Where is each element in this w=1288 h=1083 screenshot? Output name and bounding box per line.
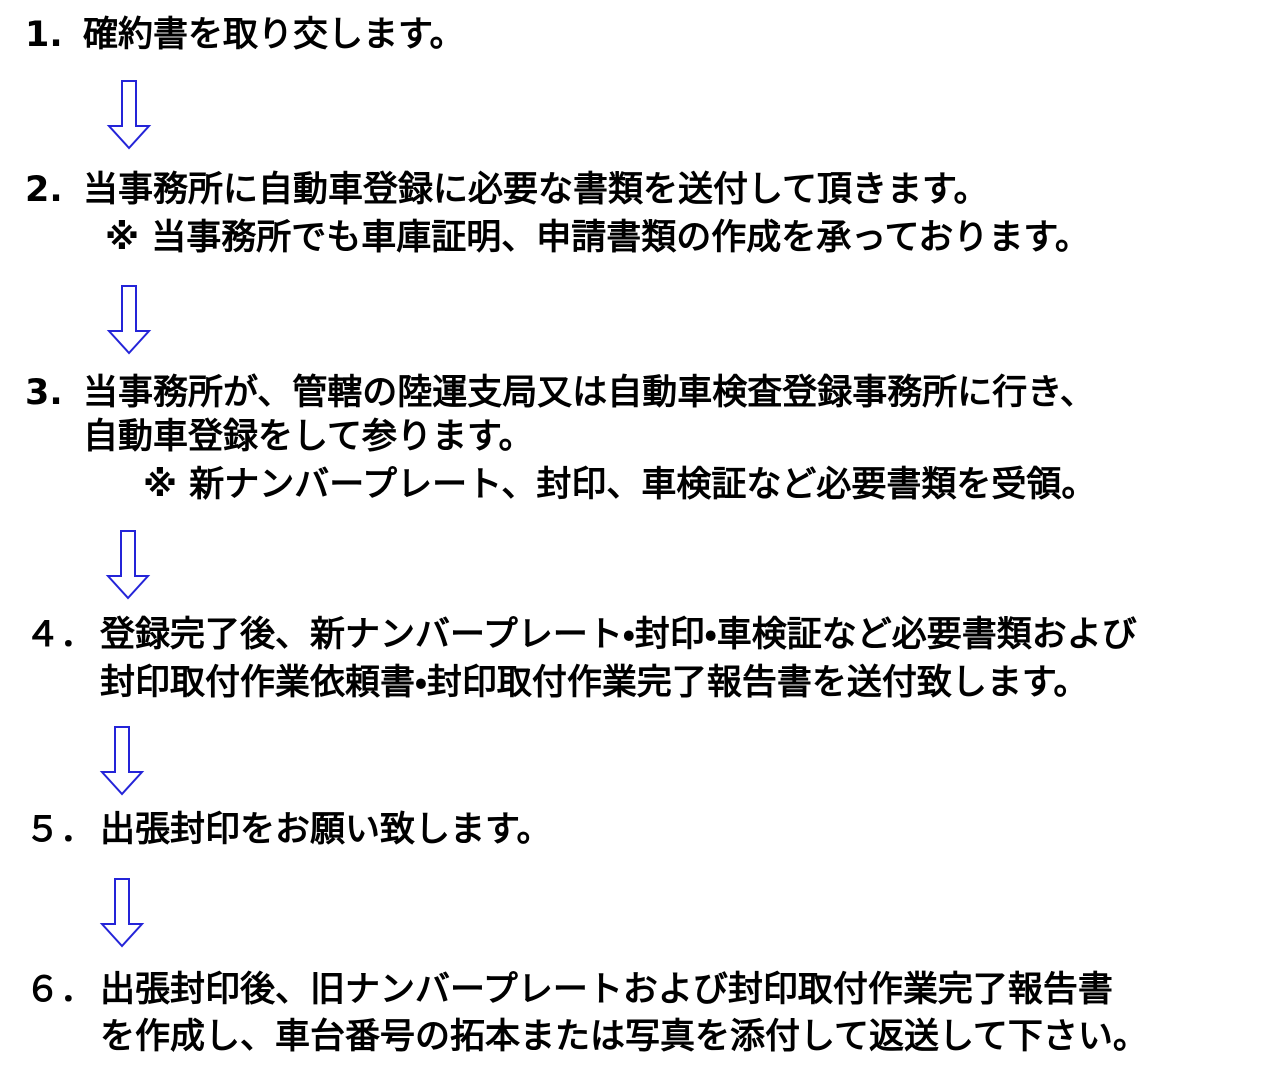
step-number: 1. (25, 15, 63, 55)
step-number: ６． (25, 970, 96, 1010)
step-number: ４． (25, 615, 96, 655)
step-text: 封印取付作業依頼書・封印取付作業完了報告書を送付致します。 (100, 663, 1089, 703)
step-text: 出張封印後、旧ナンバープレートおよび封印取付作業完了報告書 (100, 970, 1113, 1010)
step-note: ※ 新ナンバープレート、封印、車検証など必要書類を受領。 (143, 465, 1097, 505)
down-arrow (106, 80, 152, 150)
step-text: 確約書を取り交します。 (83, 15, 465, 55)
step-number: ５． (25, 810, 96, 850)
step-text: 当事務所が、管轄の陸運支局又は自動車検査登録事務所に行き、 (83, 373, 1095, 413)
down-arrow (99, 878, 145, 948)
down-arrow (106, 285, 152, 355)
step-text: 自動車登録をして参ります。 (83, 417, 534, 457)
step-number: 3. (25, 373, 63, 413)
step-note: ※ 当事務所でも車庫証明、申請書類の作成を承っております。 (105, 218, 1090, 258)
step-text: 出張封印をお願い致します。 (100, 810, 552, 850)
down-arrow (99, 726, 145, 796)
step-text: 登録完了後、新ナンバープレート・封印・車検証など必要書類および (100, 615, 1137, 655)
step-text: を作成し、車台番号の拓本または写真を添付して返送して下さい。 (100, 1017, 1148, 1057)
down-arrow (105, 530, 151, 600)
step-text: 当事務所に自動車登録に必要な書類を送付して頂きます。 (83, 170, 989, 210)
step-number: 2. (25, 170, 63, 210)
